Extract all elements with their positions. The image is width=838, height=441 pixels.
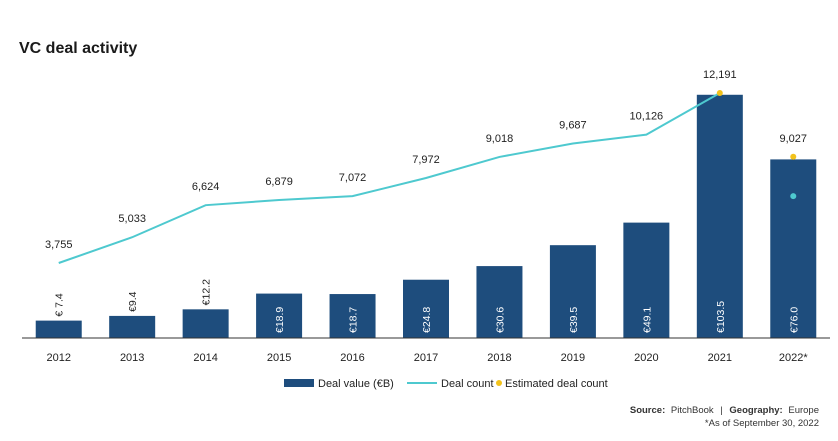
bar-label-2019: €39.5 bbox=[568, 307, 580, 333]
bar-label-2016: €18.7 bbox=[348, 307, 360, 333]
bar-label-2018: €30.6 bbox=[494, 307, 506, 333]
deal-count-label-2013: 5,033 bbox=[118, 213, 146, 225]
x-axis-ticks: 2012 2013 2014 2015 2016 2017 2018 2019 2020 2021… bbox=[46, 352, 808, 364]
bar-label-2012: € 7.4 bbox=[54, 293, 66, 317]
bar-label-2013: €9.4 bbox=[127, 291, 139, 312]
x-tick-label-2016: 2016 bbox=[340, 352, 364, 364]
bar-2021 bbox=[696, 94, 743, 339]
bar-2016 bbox=[329, 294, 376, 338]
bar-2017 bbox=[403, 279, 449, 338]
chart-title: VC deal activity bbox=[19, 40, 137, 57]
bar-2015 bbox=[256, 293, 303, 338]
bar-label-2020: €49.1 bbox=[641, 307, 653, 333]
legend-label-deal-count: Deal count bbox=[441, 378, 494, 390]
legend-swatch-estimated-deal-count bbox=[496, 380, 502, 386]
x-tick-label-2012: 2012 bbox=[46, 352, 70, 364]
line-series-deal-count: 3,755 5,033 6,624 6,879 7,072 7,972 9,018 9,687… bbox=[45, 69, 797, 264]
estimated-deal-count-point-2022* bbox=[790, 153, 797, 160]
bar-series-deal-value: € 7.4 €9.4 €12.2 €18.9 €18.7 €24.8 €30.6 €39.5 €… bbox=[35, 94, 817, 339]
geography-value: Europe bbox=[788, 405, 819, 416]
x-tick-label-2014: 2014 bbox=[193, 352, 217, 364]
source-label: Source: bbox=[630, 405, 665, 416]
bar-label-2015: €18.9 bbox=[274, 307, 286, 333]
geography-label: Geography: bbox=[729, 405, 782, 416]
deal-count-label-2021: 12,191 bbox=[703, 69, 737, 81]
bar-2014 bbox=[182, 309, 229, 338]
bar-label-2017: €24.8 bbox=[421, 307, 433, 333]
x-tick-label-2018: 2018 bbox=[487, 352, 511, 364]
deal-count-label-2020: 10,126 bbox=[630, 111, 664, 123]
deal-count-label-2018: 9,018 bbox=[486, 133, 514, 145]
bar-label-2021: €103.5 bbox=[715, 301, 727, 333]
legend-swatch-deal-value bbox=[284, 379, 314, 387]
bar-2022* bbox=[770, 159, 817, 338]
deal-count-label-2012: 3,755 bbox=[45, 239, 73, 251]
bar-label-2022*: €76.0 bbox=[788, 307, 800, 333]
bar-2019 bbox=[549, 245, 596, 338]
x-tick-label-2017: 2017 bbox=[414, 352, 438, 364]
bar-2013 bbox=[109, 315, 156, 338]
deal-count-label-2019: 9,687 bbox=[559, 119, 587, 131]
x-tick-label-2015: 2015 bbox=[267, 352, 291, 364]
deal-count-label-2017: 7,972 bbox=[412, 154, 440, 166]
bar-2018 bbox=[476, 266, 523, 338]
deal-count-label-2016: 7,072 bbox=[339, 172, 367, 184]
deal-count-point-2022* bbox=[790, 193, 797, 200]
x-tick-label-2020: 2020 bbox=[634, 352, 658, 364]
x-tick-label-2022*: 2022* bbox=[779, 352, 808, 364]
bar-label-2014: €12.2 bbox=[201, 279, 213, 305]
estimated-deal-count-point-2021 bbox=[716, 90, 723, 96]
x-tick-label-2019: 2019 bbox=[561, 352, 585, 364]
legend-label-estimated-deal-count: Estimated deal count bbox=[505, 378, 608, 390]
source-separator: | bbox=[720, 405, 722, 416]
estimated-deal-count-label-2022*: 9,027 bbox=[780, 133, 808, 145]
footnote: *As of September 30, 2022 bbox=[705, 418, 819, 429]
chart-legend: Deal value (€B) Deal count Estimated dea… bbox=[284, 378, 608, 390]
legend-label-deal-value: Deal value (€B) bbox=[318, 378, 394, 390]
source-value: PitchBook bbox=[671, 405, 714, 416]
x-tick-label-2021: 2021 bbox=[708, 352, 732, 364]
deal-count-line bbox=[58, 92, 721, 264]
bar-2020 bbox=[623, 222, 670, 338]
bar-2012 bbox=[35, 320, 82, 338]
x-tick-label-2013: 2013 bbox=[120, 352, 144, 364]
scatter-series-estimated-deal-count: 9,027 bbox=[716, 90, 808, 160]
deal-count-label-2014: 6,624 bbox=[192, 181, 220, 193]
source-line: Source: PitchBook | Geography: Europe bbox=[630, 405, 819, 416]
deal-count-label-2015: 6,879 bbox=[265, 176, 293, 188]
